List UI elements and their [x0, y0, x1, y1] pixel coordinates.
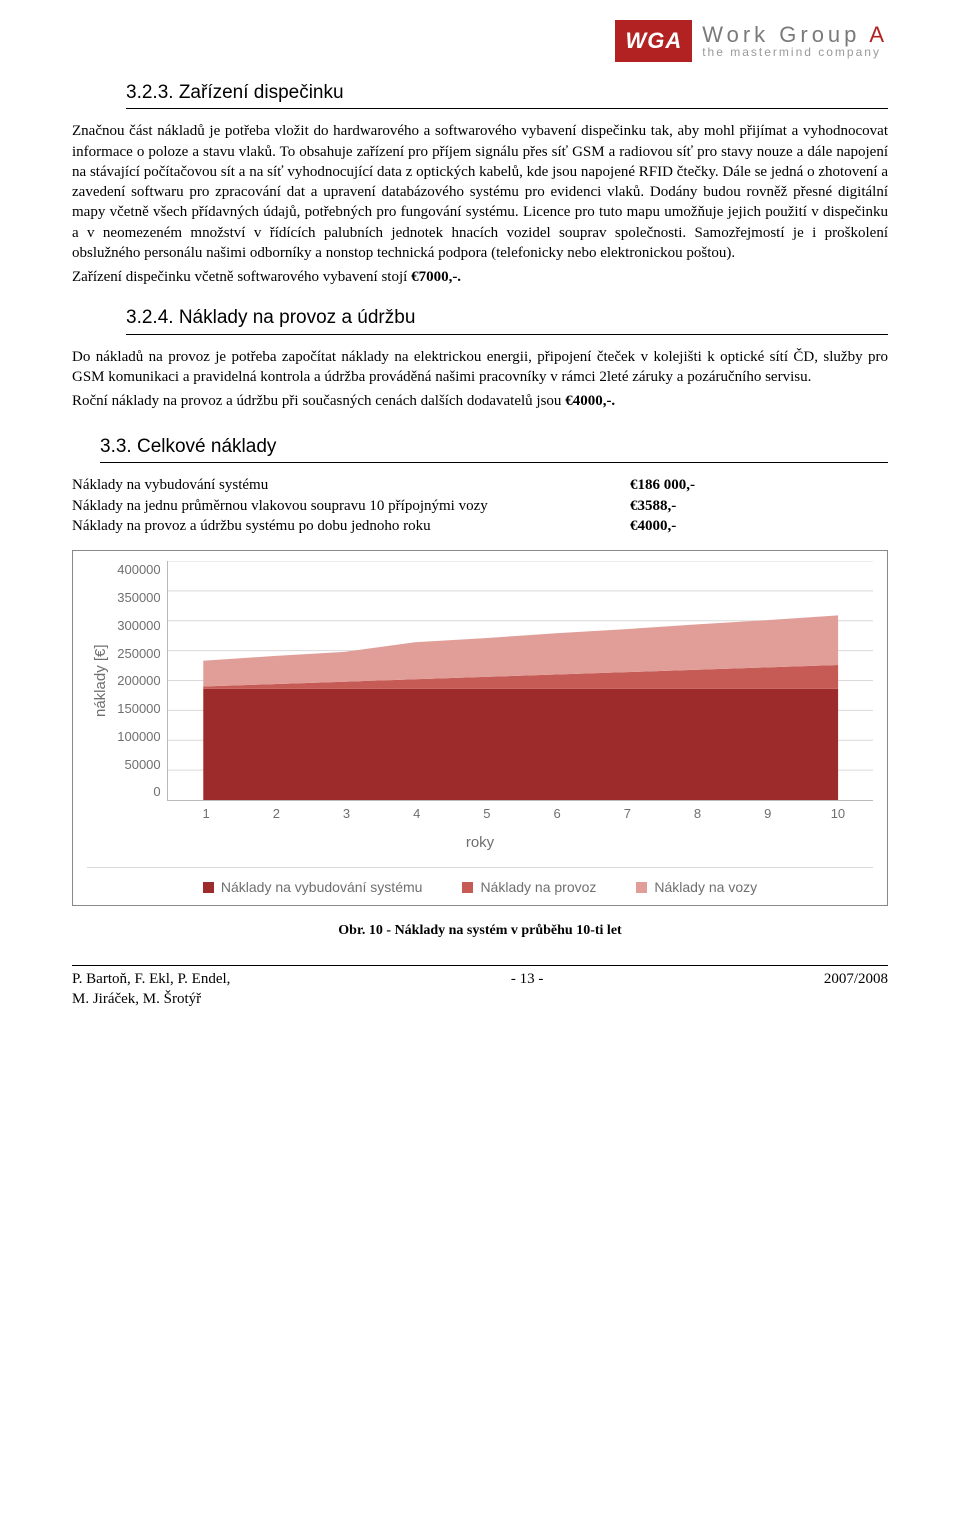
- xtick: 10: [803, 805, 873, 823]
- xtick: 7: [592, 805, 662, 823]
- legend-swatch: [462, 882, 473, 893]
- ytick: 400000: [117, 561, 160, 579]
- chart-xlabel: roky: [87, 833, 873, 853]
- logo-mark: WGA: [615, 20, 692, 62]
- cost-row: Náklady na vybudování systému €186 000,-: [72, 475, 888, 495]
- legend-label: Náklady na vozy: [654, 878, 757, 897]
- page-footer: P. Bartoň, F. Ekl, P. Endel, M. Jiráček,…: [72, 966, 888, 1010]
- footer-authors: P. Bartoň, F. Ekl, P. Endel, M. Jiráček,…: [72, 969, 230, 1010]
- para-323-2: Zařízení dispečinku včetně softwarového …: [72, 267, 888, 287]
- para-324-2: Roční náklady na provoz a údržbu při sou…: [72, 391, 888, 411]
- cost-row: Náklady na jednu průměrnou vlakovou soup…: [72, 496, 888, 516]
- xtick: 8: [662, 805, 732, 823]
- xtick: 3: [311, 805, 381, 823]
- cost-value: €3588,-: [630, 496, 676, 516]
- chart-ylabel: náklady [€]: [87, 561, 115, 801]
- cost-value: €186 000,-: [630, 475, 695, 495]
- ytick: 100000: [117, 728, 160, 746]
- legend-label: Náklady na vybudování systému: [221, 878, 423, 897]
- para-324-2-pre: Roční náklady na provoz a údržbu při sou…: [72, 393, 565, 409]
- heading-33: 3.3. Celkové náklady: [100, 434, 888, 464]
- chart-xticks: 12345678910: [171, 801, 873, 823]
- ytick: 350000: [117, 589, 160, 607]
- heading-323: 3.2.3. Zařízení dispečinku: [126, 80, 888, 110]
- heading-324: 3.2.4. Náklady na provoz a údržbu: [126, 305, 888, 335]
- figure-caption: Obr. 10 - Náklady na systém v průběhu 10…: [72, 922, 888, 941]
- xtick: 6: [522, 805, 592, 823]
- ytick: 250000: [117, 645, 160, 663]
- cost-label: Náklady na vybudování systému: [72, 475, 602, 495]
- logo-main-accent: A: [869, 22, 888, 47]
- chart-plot: [167, 561, 873, 801]
- legend-swatch: [203, 882, 214, 893]
- footer-year: 2007/2008: [824, 969, 888, 1010]
- logo-subtitle: the mastermind company: [702, 46, 888, 59]
- xtick: 4: [382, 805, 452, 823]
- para-324-2-bold: €4000,-.: [565, 393, 615, 409]
- cost-table: Náklady na vybudování systému €186 000,-…: [72, 475, 888, 536]
- cost-value: €4000,-: [630, 516, 676, 536]
- legend-swatch: [636, 882, 647, 893]
- legend-item: Náklady na vozy: [636, 878, 757, 897]
- para-323-2-bold: €7000,-.: [411, 269, 461, 285]
- logo-text: Work Group A the mastermind company: [702, 23, 888, 59]
- legend-label: Náklady na provoz: [480, 878, 596, 897]
- ytick: 50000: [124, 756, 160, 774]
- para-324-1: Do nákladů na provoz je potřeba započíta…: [72, 347, 888, 388]
- chart-legend: Náklady na vybudování systému Náklady na …: [87, 867, 873, 897]
- ytick: 150000: [117, 700, 160, 718]
- legend-item: Náklady na provoz: [462, 878, 596, 897]
- chart-yticks: 400000 350000 300000 250000 200000 150000 1000…: [115, 561, 166, 801]
- para-323-2-pre: Zařízení dispečinku včetně softwarového …: [72, 269, 411, 285]
- xtick: 2: [241, 805, 311, 823]
- xtick: 5: [452, 805, 522, 823]
- legend-item: Náklady na vybudování systému: [203, 878, 423, 897]
- brand-header: WGA Work Group A the mastermind company: [72, 20, 888, 62]
- footer-page: - 13 -: [511, 969, 544, 1010]
- ytick: 0: [153, 783, 160, 801]
- cost-label: Náklady na provoz a údržbu systému po do…: [72, 516, 602, 536]
- xtick: 9: [733, 805, 803, 823]
- logo-main-pre: Work Group: [702, 22, 869, 47]
- chart-series: [203, 689, 838, 800]
- cost-label: Náklady na jednu průměrnou vlakovou soup…: [72, 496, 602, 516]
- para-323-1: Značnou část nákladů je potřeba vložit d…: [72, 121, 888, 263]
- xtick: 1: [171, 805, 241, 823]
- cost-chart: náklady [€] 4000003500003000002500002000…: [72, 550, 888, 906]
- cost-row: Náklady na provoz a údržbu systému po do…: [72, 516, 888, 536]
- ytick: 300000: [117, 617, 160, 635]
- ytick: 200000: [117, 672, 160, 690]
